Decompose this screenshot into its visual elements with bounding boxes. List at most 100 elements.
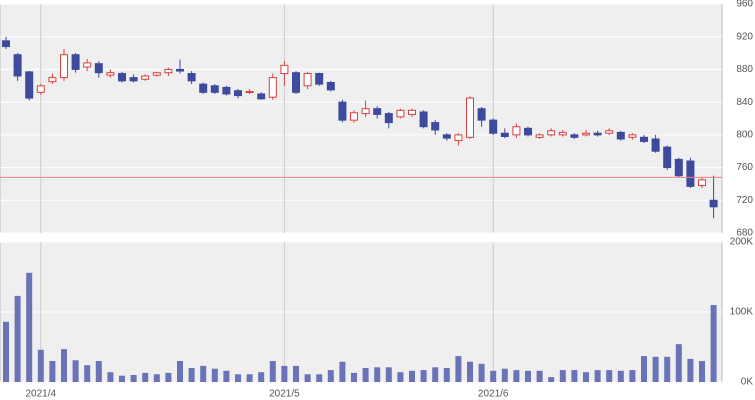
volume-bar bbox=[652, 356, 659, 382]
volume-bar bbox=[72, 360, 79, 382]
volume-bar bbox=[95, 361, 102, 382]
candle-body bbox=[466, 97, 474, 138]
candle-body bbox=[628, 134, 637, 138]
volume-bar bbox=[501, 368, 508, 382]
x-tick-label: 2021/4 bbox=[26, 389, 57, 400]
candle-body bbox=[60, 54, 68, 79]
candle-body bbox=[616, 131, 625, 140]
candle-body bbox=[315, 73, 324, 85]
volume-bar bbox=[304, 374, 311, 382]
volume-bar bbox=[339, 361, 346, 382]
candle-body bbox=[71, 54, 80, 70]
candle-body bbox=[477, 108, 486, 121]
price-panel bbox=[0, 3, 723, 234]
volume-bar bbox=[536, 370, 543, 382]
volume-bar bbox=[37, 349, 44, 382]
candle-body bbox=[48, 77, 57, 83]
candle-body bbox=[686, 160, 695, 187]
volume-bar bbox=[374, 367, 381, 382]
volume-bar bbox=[293, 365, 299, 382]
volume-bar bbox=[699, 361, 705, 382]
volume-bar bbox=[351, 372, 357, 382]
y-tick-label: 720 bbox=[736, 195, 753, 206]
y-tick-label: 200K bbox=[730, 237, 754, 248]
volume-bar bbox=[246, 374, 253, 382]
candle-body bbox=[257, 93, 266, 100]
candle-body bbox=[512, 126, 521, 136]
volume-bar bbox=[606, 370, 613, 382]
volume-bar bbox=[188, 368, 195, 382]
volume-bar bbox=[362, 368, 369, 382]
y-tick-label: 760 bbox=[736, 162, 753, 173]
volume-bar bbox=[641, 356, 647, 382]
volume-bar bbox=[14, 295, 21, 382]
volume-bar bbox=[467, 361, 473, 382]
candle-body bbox=[640, 136, 648, 142]
candle-body bbox=[141, 75, 150, 80]
candle-body bbox=[118, 73, 126, 82]
volume-bar bbox=[617, 370, 624, 382]
candle-body bbox=[605, 130, 614, 134]
candle-body bbox=[593, 132, 602, 136]
candle-body bbox=[129, 77, 138, 82]
volume-bar bbox=[594, 370, 601, 382]
candle-body bbox=[83, 62, 92, 68]
candle-body bbox=[674, 158, 683, 177]
candle-body bbox=[489, 119, 498, 134]
volume-bar bbox=[664, 356, 671, 382]
volume-bar bbox=[269, 361, 276, 382]
candle-body bbox=[651, 138, 660, 152]
candle-body bbox=[338, 101, 347, 121]
candle-body bbox=[709, 199, 718, 208]
volume-bar bbox=[281, 365, 288, 382]
volume-bar bbox=[107, 372, 114, 382]
candle-body bbox=[454, 134, 463, 142]
volume-bar bbox=[548, 377, 555, 382]
candle-body bbox=[13, 54, 22, 77]
candle-body bbox=[280, 64, 289, 75]
y-tick-label: 880 bbox=[736, 64, 753, 75]
volume-bar bbox=[478, 363, 485, 382]
candle-body bbox=[106, 72, 115, 76]
volume-bar bbox=[130, 375, 137, 382]
candle-body bbox=[535, 134, 544, 138]
candle-body bbox=[384, 113, 393, 124]
volume-bar bbox=[258, 372, 265, 382]
y-tick-label: 680 bbox=[736, 228, 753, 239]
candle-body bbox=[442, 134, 451, 139]
volume-bar bbox=[26, 272, 33, 382]
volume-bar bbox=[235, 374, 241, 382]
volume-bar bbox=[142, 372, 149, 382]
volume-bar bbox=[165, 372, 172, 382]
y-tick-label: 960 bbox=[736, 0, 753, 10]
candle-body bbox=[396, 109, 405, 118]
volume-bar bbox=[153, 374, 160, 382]
volume-bar bbox=[443, 368, 450, 382]
candle-body bbox=[408, 109, 416, 115]
candle-body bbox=[25, 71, 34, 99]
volume-bar bbox=[397, 372, 404, 382]
candle-body bbox=[94, 63, 103, 74]
volume-bar bbox=[316, 374, 323, 382]
volume-bar bbox=[223, 370, 230, 382]
volume-bar bbox=[432, 367, 439, 382]
volume-bar bbox=[525, 370, 531, 382]
candle-body bbox=[176, 68, 184, 72]
candle-body bbox=[663, 146, 672, 169]
volume-bar bbox=[211, 368, 218, 382]
candle-body bbox=[419, 111, 428, 128]
candle-body bbox=[152, 72, 161, 76]
volume-bar bbox=[409, 370, 415, 382]
volume-bar bbox=[177, 361, 183, 382]
volume-bar bbox=[385, 367, 392, 382]
candle-body bbox=[36, 85, 45, 93]
candle-body bbox=[303, 73, 312, 87]
candle-body bbox=[164, 68, 173, 74]
y-tick-label: 840 bbox=[736, 97, 753, 108]
candle-body bbox=[570, 134, 579, 138]
y-tick-label: 800 bbox=[736, 129, 753, 140]
candle-body bbox=[326, 82, 335, 91]
candle-body bbox=[2, 40, 10, 48]
